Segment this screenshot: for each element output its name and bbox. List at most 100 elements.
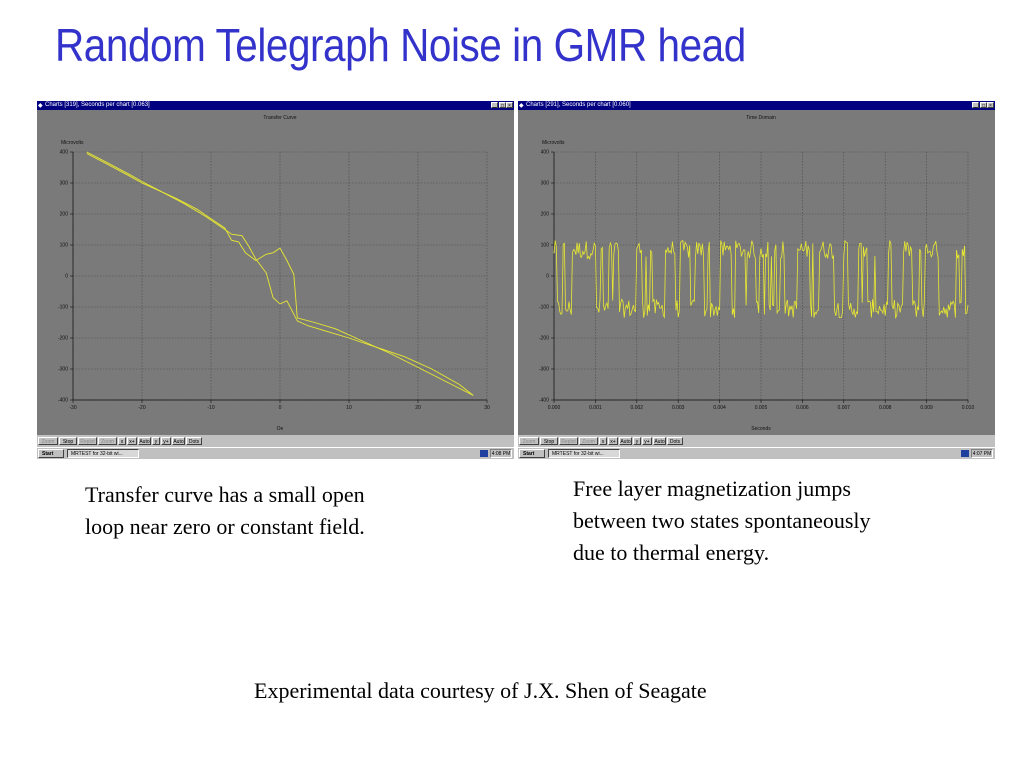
slide-title: Random Telegraph Noise in GMR head	[55, 19, 746, 71]
toolbar-button[interactable]: x+	[127, 437, 137, 445]
windows-taskbar: Start MRTEST for 32-bit wi... 4:07 PM	[518, 447, 995, 459]
y-tick-label: -200	[58, 336, 68, 342]
time-domain-chart: Time Domain Microvolts Seconds 0.000 0.001 0.…	[539, 115, 975, 432]
app-icon: ◆	[38, 103, 43, 109]
toolbar-button[interactable]: y+	[161, 437, 171, 445]
y-tick-label: -200	[539, 336, 549, 342]
toolbar-button[interactable]: Dots	[186, 437, 202, 445]
caption-transfer-curve: Transfer curve has a small open loop nea…	[85, 479, 465, 543]
caption-time-domain: Free layer magnetization jumps between t…	[573, 473, 993, 569]
caption-line: Transfer curve has a small open	[85, 482, 365, 507]
tray-monitor-icon[interactable]	[480, 450, 488, 457]
minimize-icon[interactable]: _	[491, 102, 498, 109]
start-button[interactable]: Start	[38, 449, 64, 458]
x-tick-label: 0.004	[713, 405, 726, 411]
caption-line: between two states spontaneously	[573, 508, 871, 533]
window-title: Charts [291], Seconds per chart [0.060]	[526, 102, 631, 108]
x-axis-label: Oe	[277, 426, 284, 432]
time-domain-window: ◆ Charts [291], Seconds per chart [0.060…	[518, 101, 995, 459]
toolbar-button[interactable]: Zoom	[579, 437, 598, 445]
y-tick-label: -400	[539, 398, 549, 404]
y-axis-label: Microvolts	[61, 140, 84, 146]
x-tick-label: 10	[346, 405, 352, 411]
toolbar-button[interactable]: Auto	[619, 437, 632, 445]
y-axis-label: Microvolts	[542, 140, 565, 146]
y-tick-label: 400	[60, 150, 69, 156]
toolbar-button[interactable]: Zoom	[519, 437, 539, 445]
taskbar-clock: 4:08 PM	[490, 449, 512, 458]
time-domain-series	[553, 239, 969, 319]
x-tick-label: 0.002	[631, 405, 644, 411]
x-tick-label: 0.003	[672, 405, 685, 411]
taskbar-clock: 4:07 PM	[971, 449, 993, 458]
y-tick-label: -400	[58, 398, 68, 404]
chart-title: Transfer Curve	[263, 115, 296, 121]
x-tick-label: 0.005	[755, 405, 768, 411]
toolbar-button[interactable]: Replot	[78, 437, 97, 445]
x-tick-label: 0	[279, 405, 282, 411]
taskbar-task-button[interactable]: MRTEST for 32-bit wi...	[548, 449, 620, 458]
minimize-icon[interactable]: _	[972, 102, 979, 109]
x-tick-label: 0.009	[920, 405, 933, 411]
x-tick-label: 30	[484, 405, 490, 411]
caption-line: loop near zero or constant field.	[85, 514, 365, 539]
transfer-curve-series-2	[86, 153, 474, 396]
y-tick-label: 200	[541, 212, 550, 218]
toolbar-button[interactable]: x	[118, 437, 126, 445]
transfer-curve-window: ◆ Charts [319], Seconds per chart [0.063…	[37, 101, 514, 459]
x-tick-label: 0.001	[589, 405, 602, 411]
toolbar-button[interactable]: Auto	[172, 437, 185, 445]
chart-title: Time Domain	[746, 115, 776, 121]
chart-toolbar: Zoom Stop Replot Zoom x x+ Auto y y+ Auto Dots	[518, 436, 995, 446]
close-icon[interactable]: ×	[987, 102, 994, 109]
y-tick-label: 300	[541, 181, 550, 187]
app-icon: ◆	[519, 103, 524, 109]
toolbar-button[interactable]: Auto	[653, 437, 666, 445]
toolbar-button[interactable]: Zoom	[38, 437, 58, 445]
y-tick-label: 100	[60, 243, 69, 249]
toolbar-button[interactable]: x+	[608, 437, 618, 445]
y-tick-label: -300	[58, 367, 68, 373]
x-tick-label: 0.000	[548, 405, 561, 411]
y-tick-label: -100	[539, 305, 549, 311]
toolbar-button[interactable]: Stop	[59, 437, 77, 445]
close-icon[interactable]: ×	[506, 102, 513, 109]
y-tick-label: 400	[541, 150, 550, 156]
toolbar-button[interactable]: Replot	[559, 437, 578, 445]
maximize-icon[interactable]: □	[980, 102, 987, 109]
toolbar-button[interactable]: Zoom	[98, 437, 117, 445]
tray-monitor-icon[interactable]	[961, 450, 969, 457]
caption-line: due to thermal energy.	[573, 540, 770, 565]
transfer-curve-plot: Transfer Curve Microvolts Oe -30 -20 -10 0 10 20…	[37, 110, 514, 435]
x-tick-label: -30	[69, 405, 76, 411]
credit-line: Experimental data courtesy of J.X. Shen …	[254, 678, 707, 703]
toolbar-button[interactable]: y	[633, 437, 641, 445]
toolbar-button[interactable]: Stop	[540, 437, 558, 445]
chart-toolbar: Zoom Stop Replot Zoom x x+ Auto y y+ Auto Dots	[37, 436, 514, 446]
x-tick-label: 0.007	[838, 405, 851, 411]
x-tick-label: 0.010	[962, 405, 975, 411]
x-tick-label: 20	[415, 405, 421, 411]
window-titlebar: ◆ Charts [319], Seconds per chart [0.063…	[37, 101, 514, 110]
x-axis-label: Seconds	[751, 426, 771, 432]
y-tick-label: 300	[60, 181, 69, 187]
toolbar-button[interactable]: Dots	[667, 437, 683, 445]
y-tick-label: -300	[539, 367, 549, 373]
x-tick-label: 0.008	[879, 405, 892, 411]
toolbar-button[interactable]: y	[152, 437, 160, 445]
x-tick-label: -20	[138, 405, 145, 411]
y-tick-label: 200	[60, 212, 69, 218]
x-tick-label: 0.006	[796, 405, 809, 411]
time-domain-plot: Time Domain Microvolts Seconds 0.000 0.001 0.…	[518, 110, 995, 435]
maximize-icon[interactable]: □	[499, 102, 506, 109]
toolbar-button[interactable]: x	[599, 437, 607, 445]
x-tick-label: -10	[207, 405, 214, 411]
caption-line: Free layer magnetization jumps	[573, 476, 851, 501]
start-button[interactable]: Start	[519, 449, 545, 458]
toolbar-button[interactable]: Auto	[138, 437, 151, 445]
toolbar-button[interactable]: y+	[642, 437, 652, 445]
y-tick-label: -100	[58, 305, 68, 311]
window-titlebar: ◆ Charts [291], Seconds per chart [0.060…	[518, 101, 995, 110]
taskbar-task-button[interactable]: MRTEST for 32-bit wi...	[67, 449, 139, 458]
